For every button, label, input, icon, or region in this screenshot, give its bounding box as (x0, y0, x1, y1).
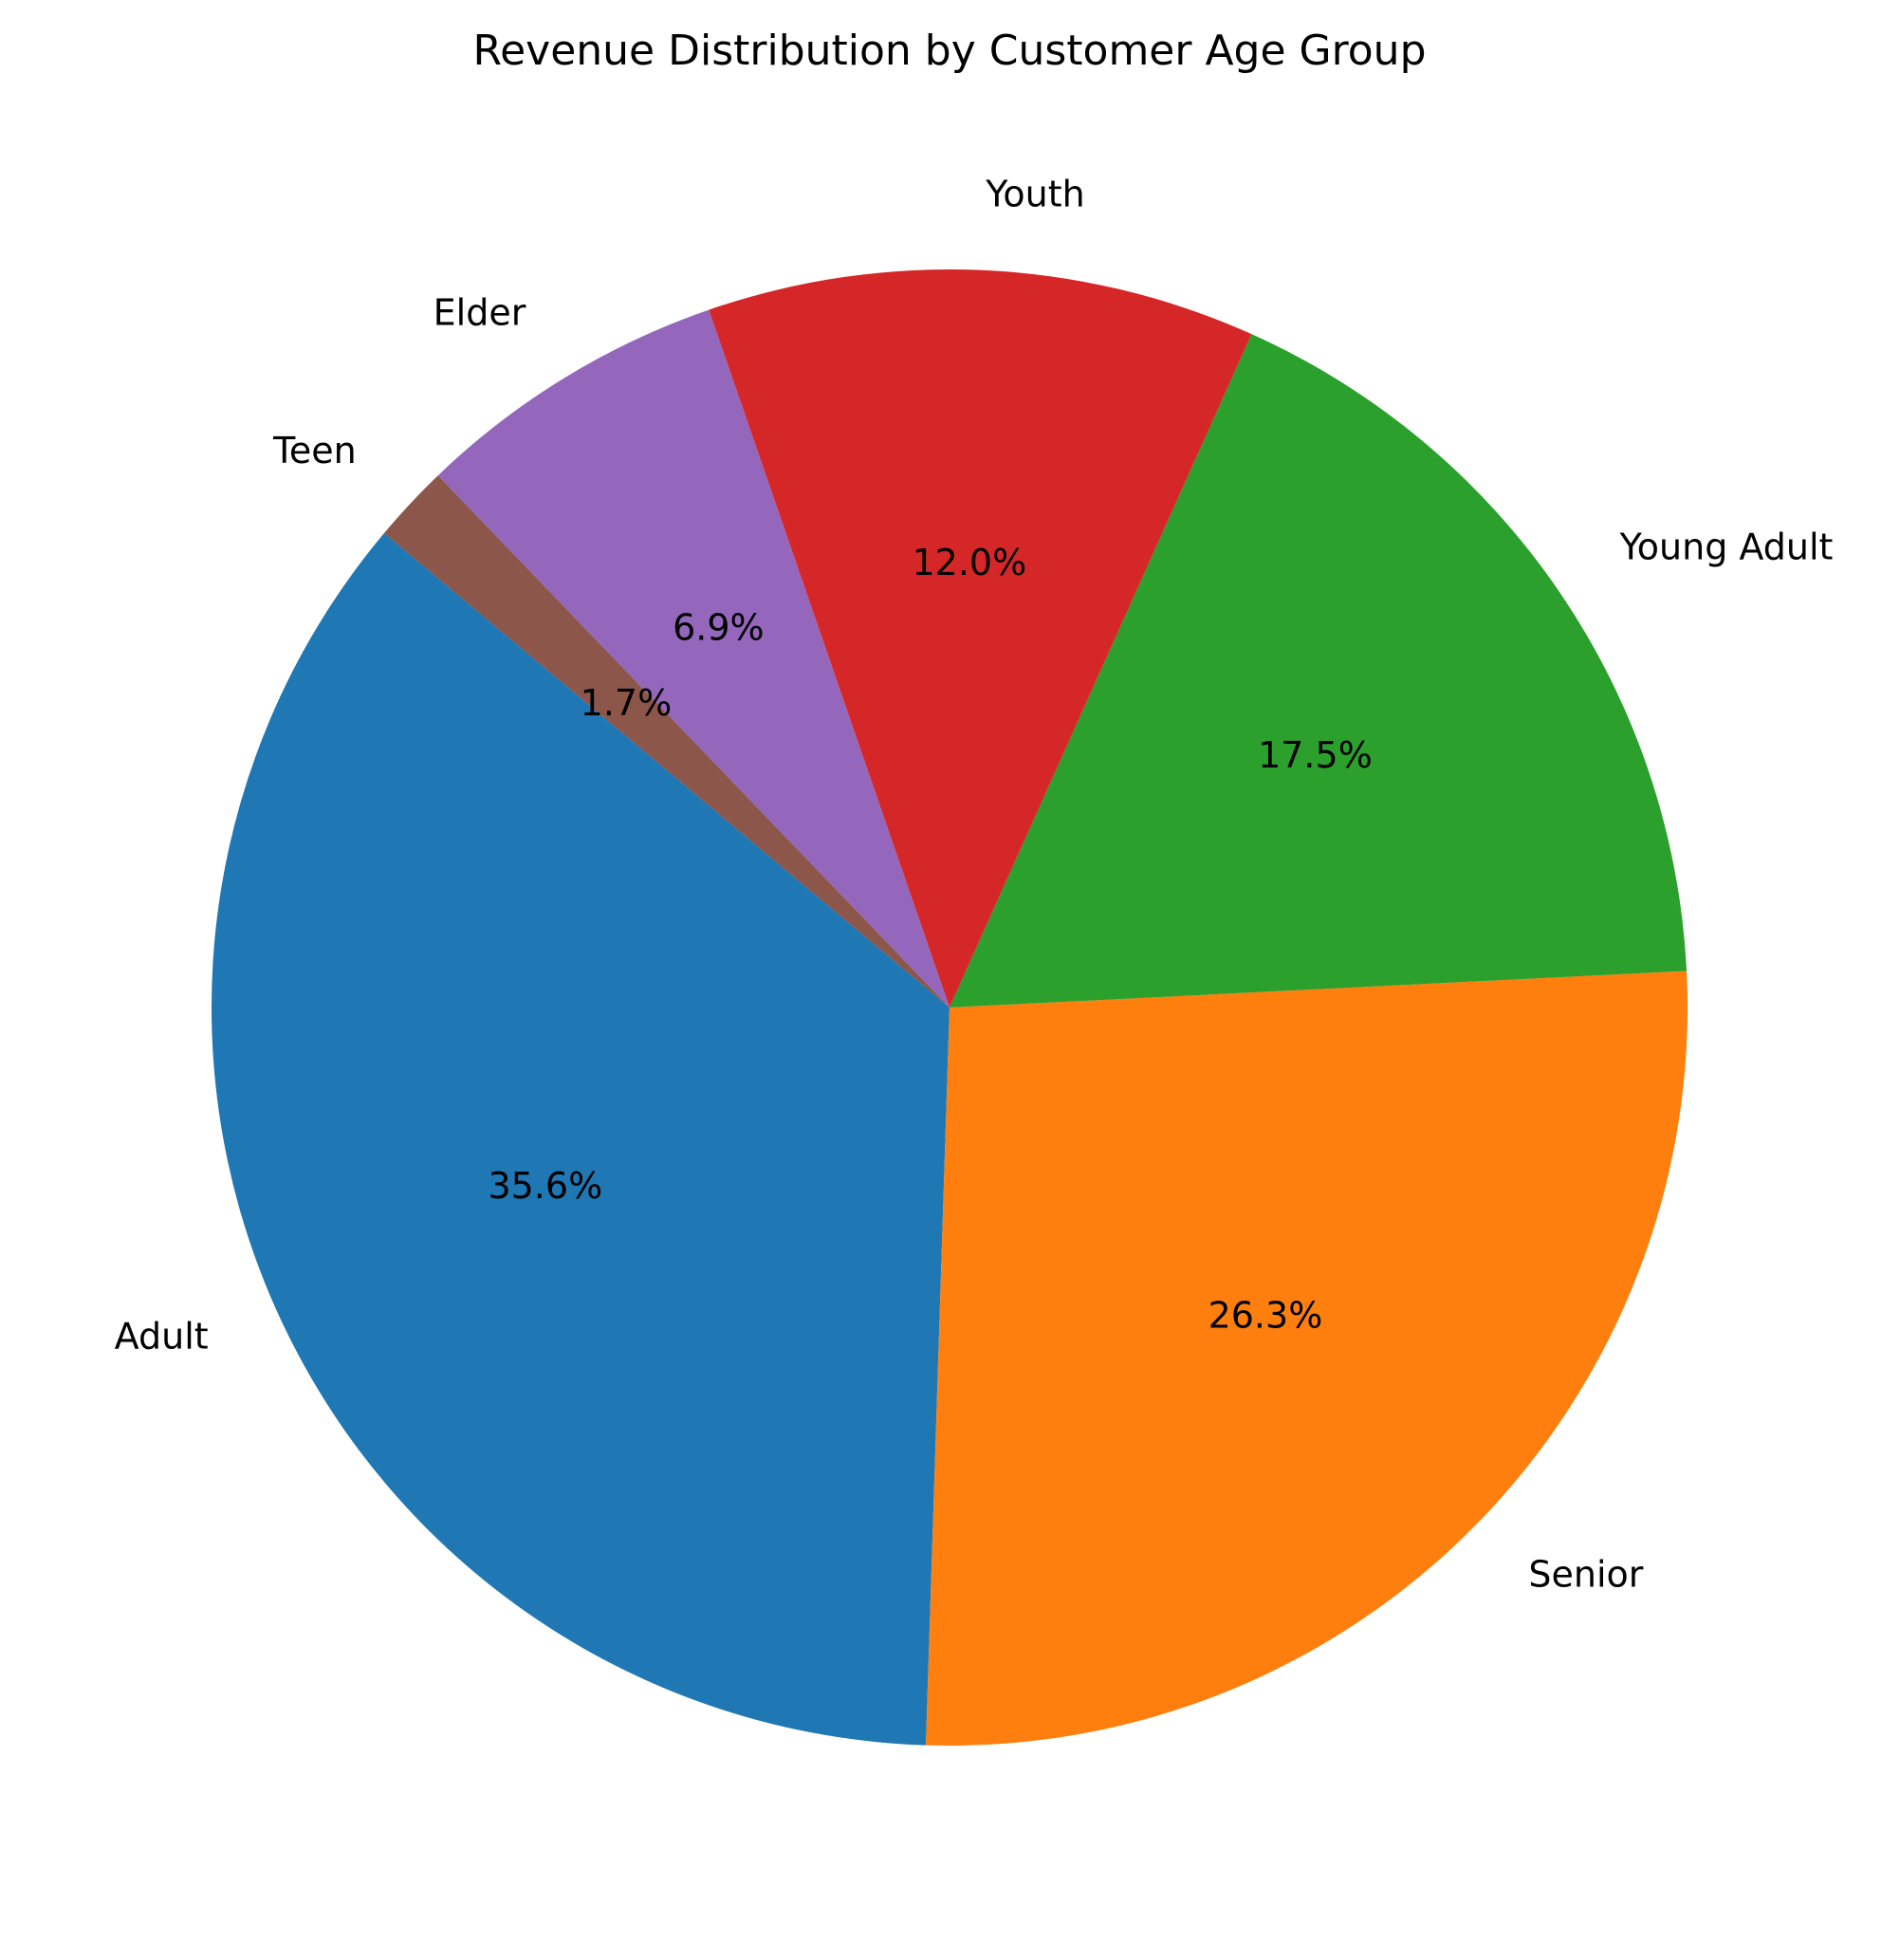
pie-slice-elder (437, 309, 950, 1008)
pie-slices (211, 269, 1688, 1746)
pie-slice-adult (211, 532, 950, 1746)
pie-slice-senior (926, 971, 1688, 1746)
pie-slice-teen (384, 475, 950, 1008)
slice-label: Teen (272, 430, 357, 472)
slice-percent-label: 1.7% (581, 682, 673, 724)
slice-label: Youth (985, 174, 1084, 215)
slice-percent-label: 17.5% (1258, 734, 1373, 776)
slice-percent-label: 6.9% (673, 606, 765, 648)
slice-percent-label: 12.0% (912, 542, 1026, 583)
slice-label: Elder (433, 291, 526, 333)
pie-slice-young-adult (950, 334, 1688, 1008)
pie-slice-youth (709, 269, 1252, 1008)
slice-label: Adult (115, 1316, 209, 1358)
slice-percent-label: 26.3% (1208, 1295, 1323, 1337)
chart-title: Revenue Distribution by Customer Age Gro… (473, 27, 1427, 75)
pie-labels: Adult 35.6% Senior 26.3% Young Adult 17.5% You… (115, 174, 1834, 1596)
slice-label: Young Adult (1619, 527, 1834, 568)
slice-label: Senior (1528, 1553, 1643, 1595)
slice-percent-label: 35.6% (488, 1165, 602, 1207)
